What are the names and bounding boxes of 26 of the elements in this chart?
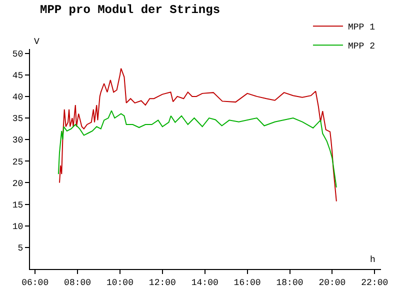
legend-label: MPP 1 xyxy=(348,22,376,33)
y-tick-label: 15 xyxy=(12,200,24,210)
y-tick-label: 30 xyxy=(12,136,24,146)
x-tick-label: 08:00 xyxy=(64,278,92,288)
legend-label: MPP 2 xyxy=(348,42,376,52)
y-tick-label: 20 xyxy=(12,178,24,189)
y-tick-label: 50 xyxy=(12,49,24,60)
y-tick-label: 25 xyxy=(12,157,24,168)
line-series xyxy=(59,68,337,202)
x-tick-label: 16:00 xyxy=(234,278,261,288)
y-tick-label: 45 xyxy=(12,71,24,82)
line-series xyxy=(58,110,337,188)
x-tick-label: 06:00 xyxy=(22,278,49,288)
y-tick-label: 35 xyxy=(12,114,24,124)
y-axis-title: V xyxy=(34,37,40,47)
x-tick-label: 14:00 xyxy=(191,278,218,288)
y-tick-label: 10 xyxy=(12,222,24,232)
x-tick-label: 12:00 xyxy=(148,278,176,288)
chart-title: MPP pro Modul der Strings xyxy=(40,2,220,17)
x-tick-label: 10:00 xyxy=(106,278,134,288)
x-axis-title: h xyxy=(370,255,376,265)
x-tick-label: 22:00 xyxy=(361,278,388,288)
x-tick-label: 20:00 xyxy=(318,278,346,288)
y-tick-label: 5 xyxy=(18,244,24,254)
y-tick-label: 40 xyxy=(12,92,24,103)
x-tick-label: 18:00 xyxy=(276,278,304,288)
